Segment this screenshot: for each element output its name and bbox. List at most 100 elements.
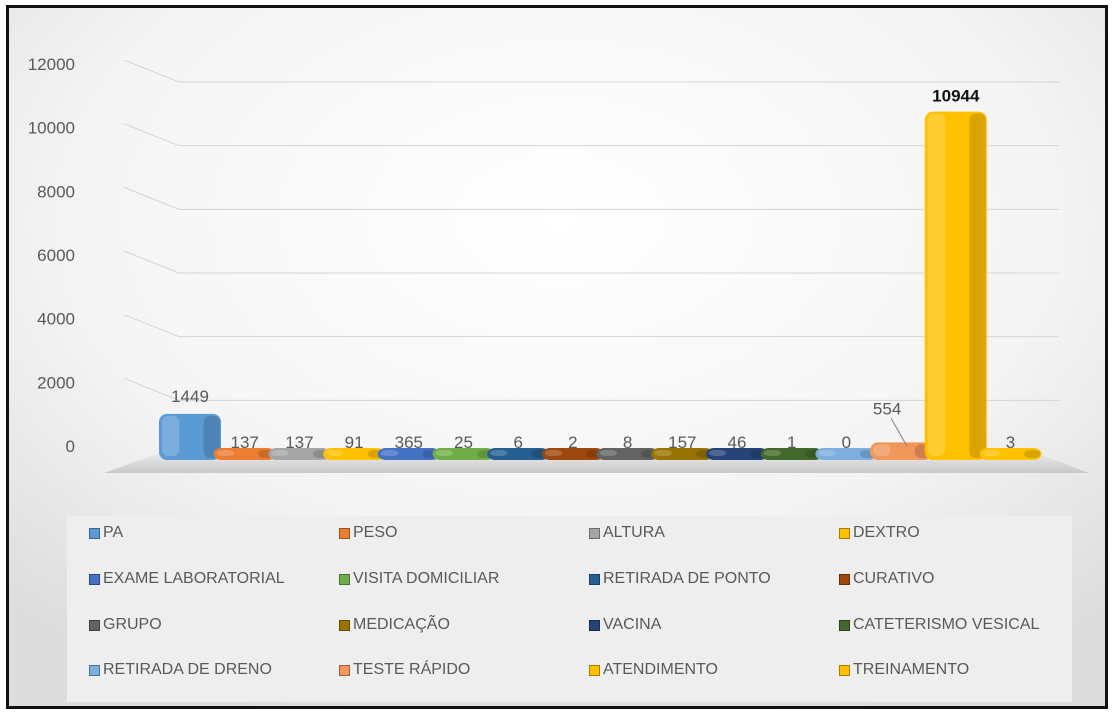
y-tick-label: 6000 xyxy=(37,246,75,265)
legend-swatch xyxy=(339,619,350,631)
legend-item: EXAME LABORATORIAL xyxy=(89,567,285,591)
data-label: 137 xyxy=(285,433,313,452)
gridline xyxy=(123,314,1059,338)
data-label: 3 xyxy=(1006,433,1015,452)
legend-label: GRUPO xyxy=(103,616,162,633)
legend-item: TREINAMENTO xyxy=(839,658,969,682)
data-label: 157 xyxy=(668,433,696,452)
legend-label: DEXTRO xyxy=(853,524,920,541)
gridline xyxy=(123,186,1059,210)
legend-item: VISITA DOMICILIAR xyxy=(339,567,499,591)
data-label: 1 xyxy=(787,433,796,452)
legend-item: RETIRADA DE DRENO xyxy=(89,658,272,682)
data-label: 554 xyxy=(873,399,901,418)
legend-item: PESO xyxy=(339,521,397,545)
legend-swatch xyxy=(839,573,850,585)
legend-label: CURATIVO xyxy=(853,570,935,587)
legend-item: MEDICAÇÃO xyxy=(339,613,450,637)
legend-label: TREINAMENTO xyxy=(853,661,970,678)
leader-line xyxy=(890,418,908,447)
legend-swatch xyxy=(89,664,100,676)
bar-highlight xyxy=(326,450,344,456)
data-label: 1449 xyxy=(171,387,209,406)
gridline xyxy=(123,123,1059,147)
legend: PA PESO ALTURA DEXTRO EXAME LABORATORIAL VISI… xyxy=(67,516,1072,702)
legend-item: CURATIVO xyxy=(839,567,934,591)
data-label: 2 xyxy=(568,433,577,452)
data-label: 0 xyxy=(842,433,851,452)
bar-highlight xyxy=(599,450,617,456)
bar xyxy=(815,448,878,460)
bar-shade xyxy=(203,415,220,458)
legend-label: RETIRADA DE PONTO xyxy=(603,570,771,587)
bar xyxy=(159,413,221,460)
data-label: 8 xyxy=(623,433,632,452)
bar-highlight xyxy=(271,450,289,456)
legend-label: PA xyxy=(103,524,124,541)
legend-label: MEDICAÇÃO xyxy=(353,616,450,633)
data-label: 46 xyxy=(728,433,747,452)
legend-swatch xyxy=(339,664,350,676)
bar-highlight xyxy=(709,450,727,456)
bar-shade xyxy=(969,113,986,458)
legend-swatch xyxy=(589,573,600,585)
legend-item: VACINA xyxy=(589,613,661,637)
gridline xyxy=(123,59,1059,83)
legend-swatch xyxy=(89,573,100,585)
y-tick-label: 8000 xyxy=(37,182,75,201)
legend-swatch xyxy=(89,527,100,539)
bar-highlight xyxy=(490,450,508,456)
legend-item: TESTE RÁPIDO xyxy=(339,658,470,682)
legend-swatch xyxy=(839,664,850,676)
bar-highlight xyxy=(873,444,891,456)
legend-swatch xyxy=(589,619,600,631)
bar-highlight xyxy=(435,450,453,456)
legend-swatch xyxy=(839,527,850,539)
legend-item: CATETERISMO VESICAL xyxy=(839,613,1039,637)
data-label: 365 xyxy=(395,433,423,452)
legend-label: CATETERISMO VESICAL xyxy=(853,616,1040,633)
data-label: 91 xyxy=(345,433,364,452)
legend-item: PA xyxy=(89,521,123,545)
y-tick-label: 2000 xyxy=(37,373,75,392)
legend-item: ALTURA xyxy=(589,521,665,545)
bar xyxy=(870,442,933,460)
legend-item: GRUPO xyxy=(89,613,162,637)
legend-swatch xyxy=(589,527,600,539)
bar-highlight xyxy=(763,450,782,456)
data-label: 25 xyxy=(454,433,473,452)
bar-highlight xyxy=(380,450,399,456)
legend-swatch xyxy=(89,619,100,631)
y-tick-label: 10000 xyxy=(28,119,75,138)
bar xyxy=(979,448,1042,460)
legend-swatch xyxy=(839,619,850,631)
chart-frame: 1449 137 137 91 365 25 6 2 8 157 46 1 0 554 10944 3 0 20… xyxy=(6,5,1108,709)
legend-item: RETIRADA DE PONTO xyxy=(589,567,771,591)
legend-swatch xyxy=(339,527,350,539)
bar-highlight xyxy=(544,450,563,456)
data-label: 6 xyxy=(513,433,522,452)
legend-label: PESO xyxy=(353,524,398,541)
bar-highlight xyxy=(162,415,180,456)
bar-highlight xyxy=(818,450,836,456)
bar xyxy=(432,448,495,460)
legend-swatch xyxy=(589,664,600,676)
bar xyxy=(924,111,987,460)
bar-highlight xyxy=(927,113,946,456)
legend-label: ATENDIMENTO xyxy=(603,661,718,678)
legend-label: RETIRADA DE DRENO xyxy=(103,661,272,678)
legend-item: ATENDIMENTO xyxy=(589,658,718,682)
legend-item: DEXTRO xyxy=(839,521,920,545)
legend-label: EXAME LABORATORIAL xyxy=(103,570,285,587)
legend-label: TESTE RÁPIDO xyxy=(353,661,471,678)
legend-label: VACINA xyxy=(603,616,662,633)
bar-highlight xyxy=(216,450,235,456)
gridline xyxy=(123,250,1059,274)
gridline xyxy=(123,377,1059,401)
y-tick-label: 4000 xyxy=(37,310,75,329)
bar-highlight xyxy=(982,450,1000,456)
y-tick-label: 12000 xyxy=(28,55,75,74)
data-label: 10944 xyxy=(932,87,980,106)
y-tick-label: 0 xyxy=(66,437,75,456)
legend-label: VISITA DOMICILIAR xyxy=(353,570,500,587)
